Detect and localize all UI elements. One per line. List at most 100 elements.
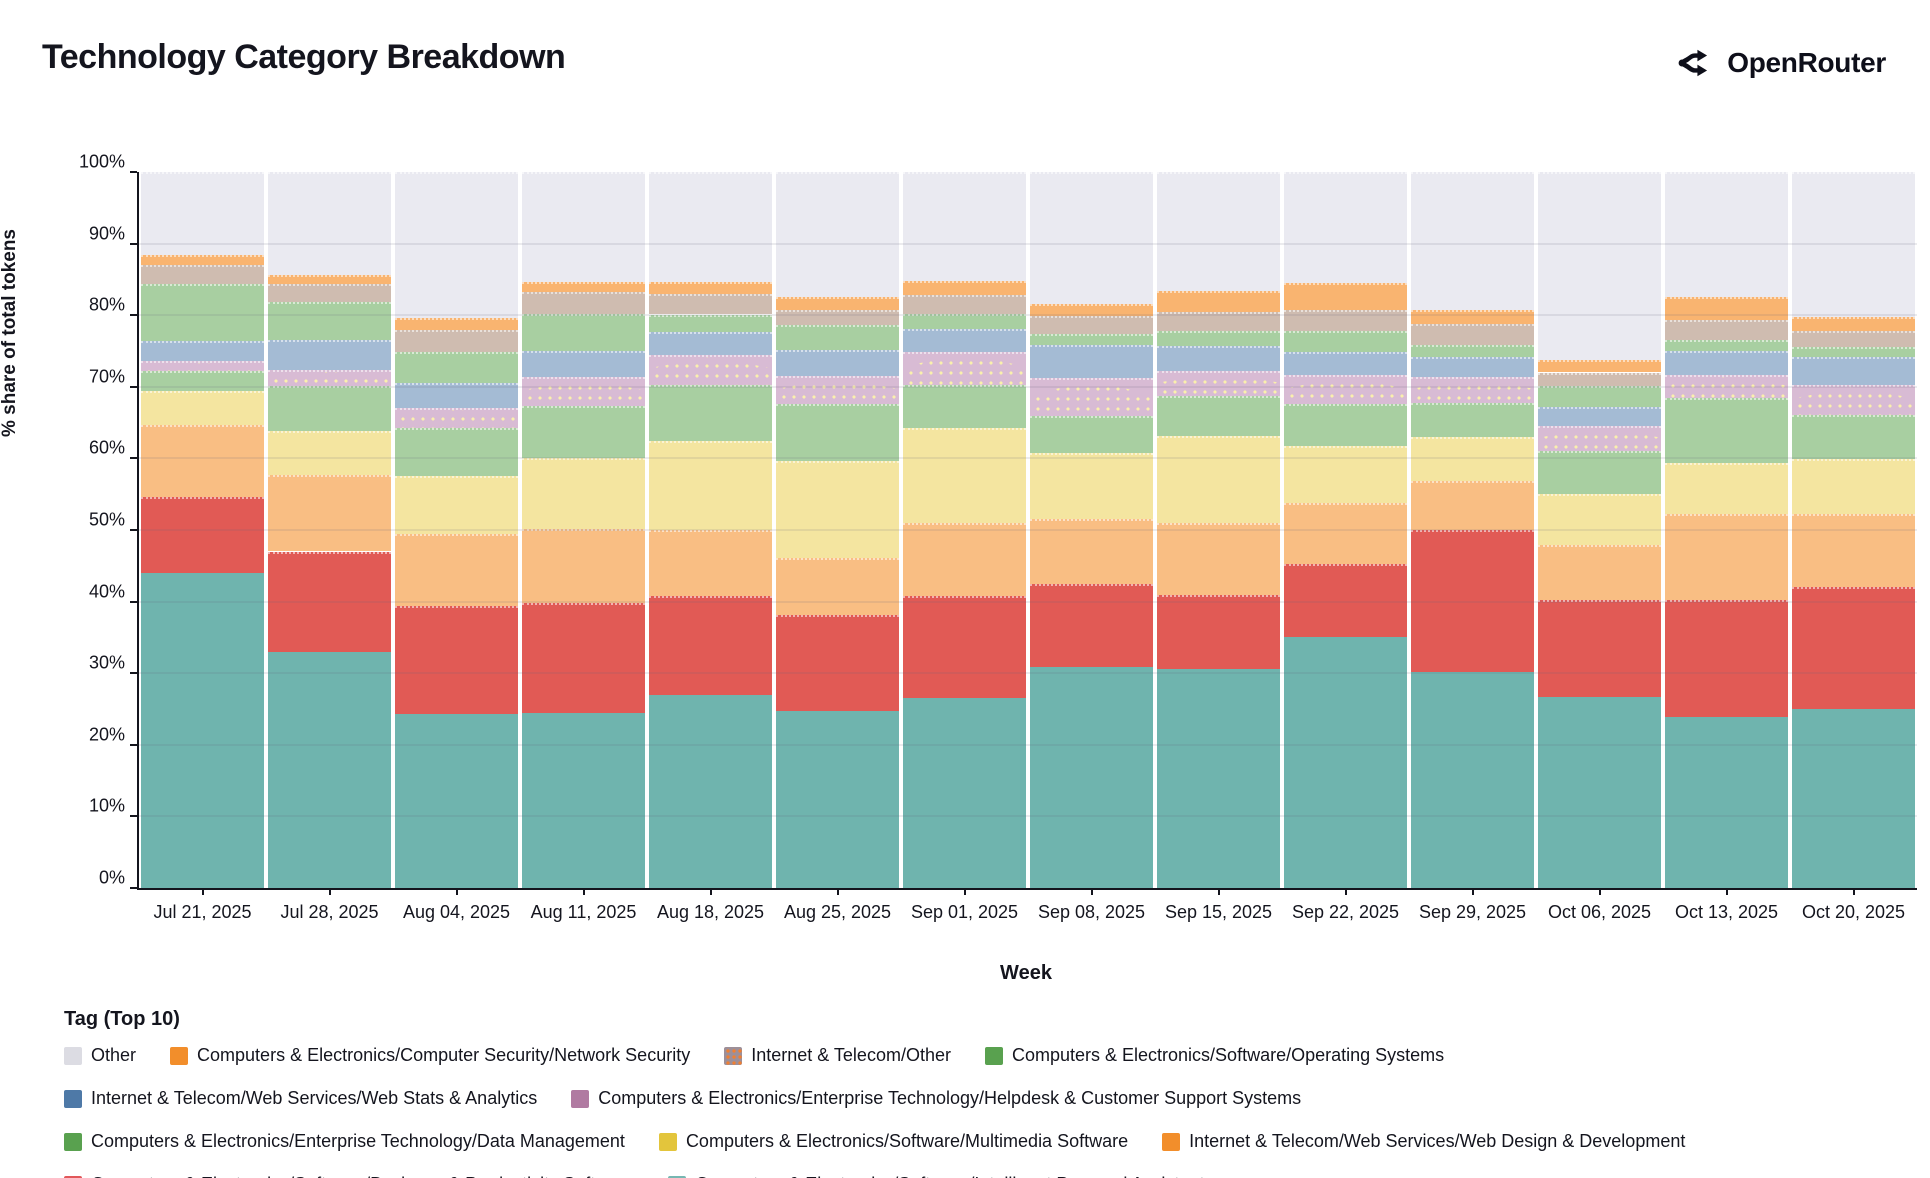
bar-segment[interactable] [268, 551, 391, 652]
bar-segment[interactable] [395, 329, 518, 353]
bar-segment[interactable] [1411, 402, 1534, 437]
bar-segment[interactable] [776, 461, 899, 558]
bar-segment[interactable] [1665, 463, 1788, 514]
bar-segment[interactable] [776, 404, 899, 462]
legend-item[interactable]: Computers & Electronics/Software/Intelli… [668, 1174, 1213, 1178]
bar-segment[interactable] [1284, 172, 1407, 283]
bar-segment[interactable] [776, 711, 899, 888]
bar-segment[interactable] [1792, 709, 1915, 888]
bar-segment[interactable] [649, 354, 772, 385]
bar-segment[interactable] [1284, 283, 1407, 311]
bar-segment[interactable] [1538, 372, 1661, 387]
bar-segment[interactable] [776, 376, 899, 404]
bar-week-sep-15-2025[interactable] [1157, 172, 1280, 888]
bar-segment[interactable] [522, 406, 645, 459]
bar-segment[interactable] [649, 293, 772, 315]
bar-segment[interactable] [1157, 668, 1280, 888]
bar-segment[interactable] [395, 428, 518, 477]
bar-segment[interactable] [1284, 310, 1407, 331]
bar-segment[interactable] [1538, 600, 1661, 697]
bar-segment[interactable] [1792, 415, 1915, 460]
bar-week-aug-18-2025[interactable] [649, 172, 772, 888]
bar-segment[interactable] [1665, 374, 1788, 399]
bar-segment[interactable] [776, 557, 899, 616]
bar-segment[interactable] [1411, 672, 1534, 888]
bar-segment[interactable] [903, 351, 1026, 385]
bar-segment[interactable] [649, 384, 772, 442]
bar-week-sep-22-2025[interactable] [1284, 172, 1407, 888]
bar-segment[interactable] [268, 275, 391, 284]
bar-segment[interactable] [1538, 386, 1661, 407]
bar-segment[interactable] [141, 572, 264, 888]
bar-segment[interactable] [522, 529, 645, 604]
legend-item[interactable]: Computers & Electronics/Enterprise Techn… [64, 1131, 625, 1152]
bar-segment[interactable] [395, 476, 518, 534]
legend-item[interactable]: Computers & Electronics/Computer Securit… [170, 1045, 690, 1066]
bar-segment[interactable] [1538, 545, 1661, 601]
bar-week-jul-28-2025[interactable] [268, 172, 391, 888]
bar-segment[interactable] [1665, 716, 1788, 888]
bar-segment[interactable] [1538, 426, 1661, 451]
bar-segment[interactable] [268, 283, 391, 303]
bar-segment[interactable] [1538, 696, 1661, 888]
bar-segment[interactable] [268, 369, 391, 387]
bar-segment[interactable] [1792, 330, 1915, 347]
bar-segment[interactable] [1792, 172, 1915, 318]
bar-week-aug-04-2025[interactable] [395, 172, 518, 888]
bar-segment[interactable] [1792, 384, 1915, 416]
bar-segment[interactable] [1157, 595, 1280, 669]
legend-item[interactable]: Computers & Electronics/Enterprise Techn… [571, 1088, 1301, 1109]
bar-segment[interactable] [1538, 406, 1661, 427]
bar-segment[interactable] [141, 391, 264, 426]
bar-segment[interactable] [1157, 371, 1280, 397]
bar-segment[interactable] [1284, 564, 1407, 638]
bar-segment[interactable] [522, 712, 645, 888]
bar-segment[interactable] [522, 172, 645, 283]
bar-segment[interactable] [1284, 446, 1407, 503]
bar-segment[interactable] [1792, 346, 1915, 357]
bar-segment[interactable] [1030, 584, 1153, 668]
bar-segment[interactable] [649, 282, 772, 294]
legend-item[interactable]: Other [64, 1045, 136, 1066]
bar-segment[interactable] [1665, 513, 1788, 601]
bar-segment[interactable] [522, 292, 645, 315]
bar-segment[interactable] [1665, 320, 1788, 341]
bar-segment[interactable] [1538, 360, 1661, 373]
bar-segment[interactable] [1157, 290, 1280, 313]
bar-segment[interactable] [141, 361, 264, 372]
bar-segment[interactable] [1411, 436, 1534, 482]
bar-segment[interactable] [1792, 587, 1915, 709]
bar-segment[interactable] [1411, 530, 1534, 673]
bar-segment[interactable] [1665, 600, 1788, 717]
bar-segment[interactable] [395, 382, 518, 408]
bar-segment[interactable] [1157, 330, 1280, 346]
bar-segment[interactable] [776, 325, 899, 350]
bar-week-aug-25-2025[interactable] [776, 172, 899, 888]
bar-segment[interactable] [1030, 667, 1153, 888]
bar-segment[interactable] [1030, 333, 1153, 345]
bar-segment[interactable] [1030, 172, 1153, 304]
bar-segment[interactable] [1792, 317, 1915, 331]
bar-week-jul-21-2025[interactable] [141, 172, 264, 888]
bar-segment[interactable] [268, 474, 391, 552]
bar-segment[interactable] [1665, 297, 1788, 321]
bar-segment[interactable] [776, 297, 899, 311]
bar-segment[interactable] [268, 651, 391, 888]
bar-segment[interactable] [522, 314, 645, 351]
bar-segment[interactable] [1284, 637, 1407, 888]
bar-segment[interactable] [903, 280, 1026, 296]
bar-segment[interactable] [1157, 522, 1280, 596]
bar-segment[interactable] [903, 295, 1026, 314]
bar-segment[interactable] [1411, 481, 1534, 530]
bar-segment[interactable] [1030, 303, 1153, 316]
bar-segment[interactable] [1792, 513, 1915, 588]
bar-segment[interactable] [1538, 172, 1661, 361]
bar-segment[interactable] [649, 172, 772, 283]
bar-segment[interactable] [1030, 519, 1153, 585]
bar-segment[interactable] [1157, 346, 1280, 372]
bar-segment[interactable] [649, 694, 772, 888]
bar-segment[interactable] [395, 172, 518, 319]
bar-segment[interactable] [1411, 356, 1534, 377]
bar-segment[interactable] [903, 427, 1026, 523]
bar-segment[interactable] [1030, 315, 1153, 334]
